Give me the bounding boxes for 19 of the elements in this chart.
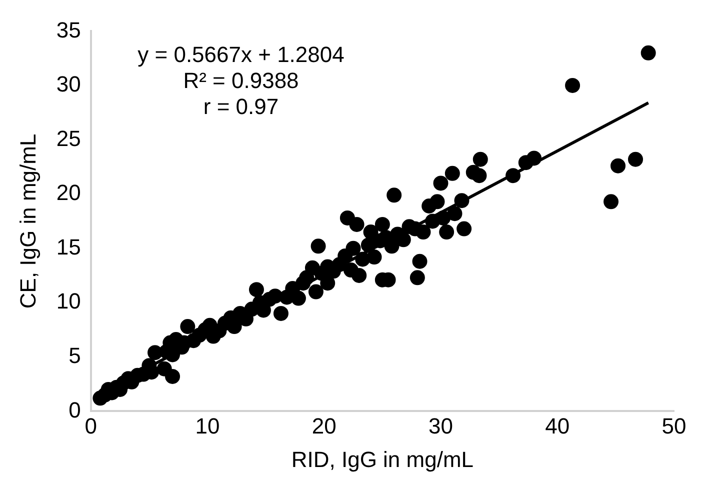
y-axis-title: CE, IgG in mg/mL bbox=[15, 134, 40, 309]
x-tick-label: 30 bbox=[428, 413, 453, 438]
x-tick-label: 50 bbox=[662, 413, 686, 438]
x-tick-label: 10 bbox=[195, 413, 220, 438]
y-tick-label: 30 bbox=[56, 72, 81, 97]
y-tick-label: 20 bbox=[56, 180, 81, 206]
x-tick-label: 20 bbox=[312, 413, 336, 438]
y-tick-label: 35 bbox=[56, 17, 81, 42]
y-tick-label: 25 bbox=[56, 126, 81, 151]
x-tick-label: 0 bbox=[84, 413, 97, 438]
x-axis-title: RID, IgG in mg/mL bbox=[291, 446, 474, 472]
annotation: y = 0.5667x + 1.2804 bbox=[138, 42, 344, 68]
y-tick-label: 15 bbox=[56, 234, 81, 260]
y-tick-label: 5 bbox=[68, 342, 81, 368]
y-tick-label: 10 bbox=[56, 288, 81, 314]
annotation: R² = 0.9388 bbox=[183, 68, 299, 94]
annotation: r = 0.97 bbox=[203, 94, 279, 120]
x-tick-label: 40 bbox=[545, 413, 570, 438]
y-tick-label: 0 bbox=[68, 397, 81, 422]
